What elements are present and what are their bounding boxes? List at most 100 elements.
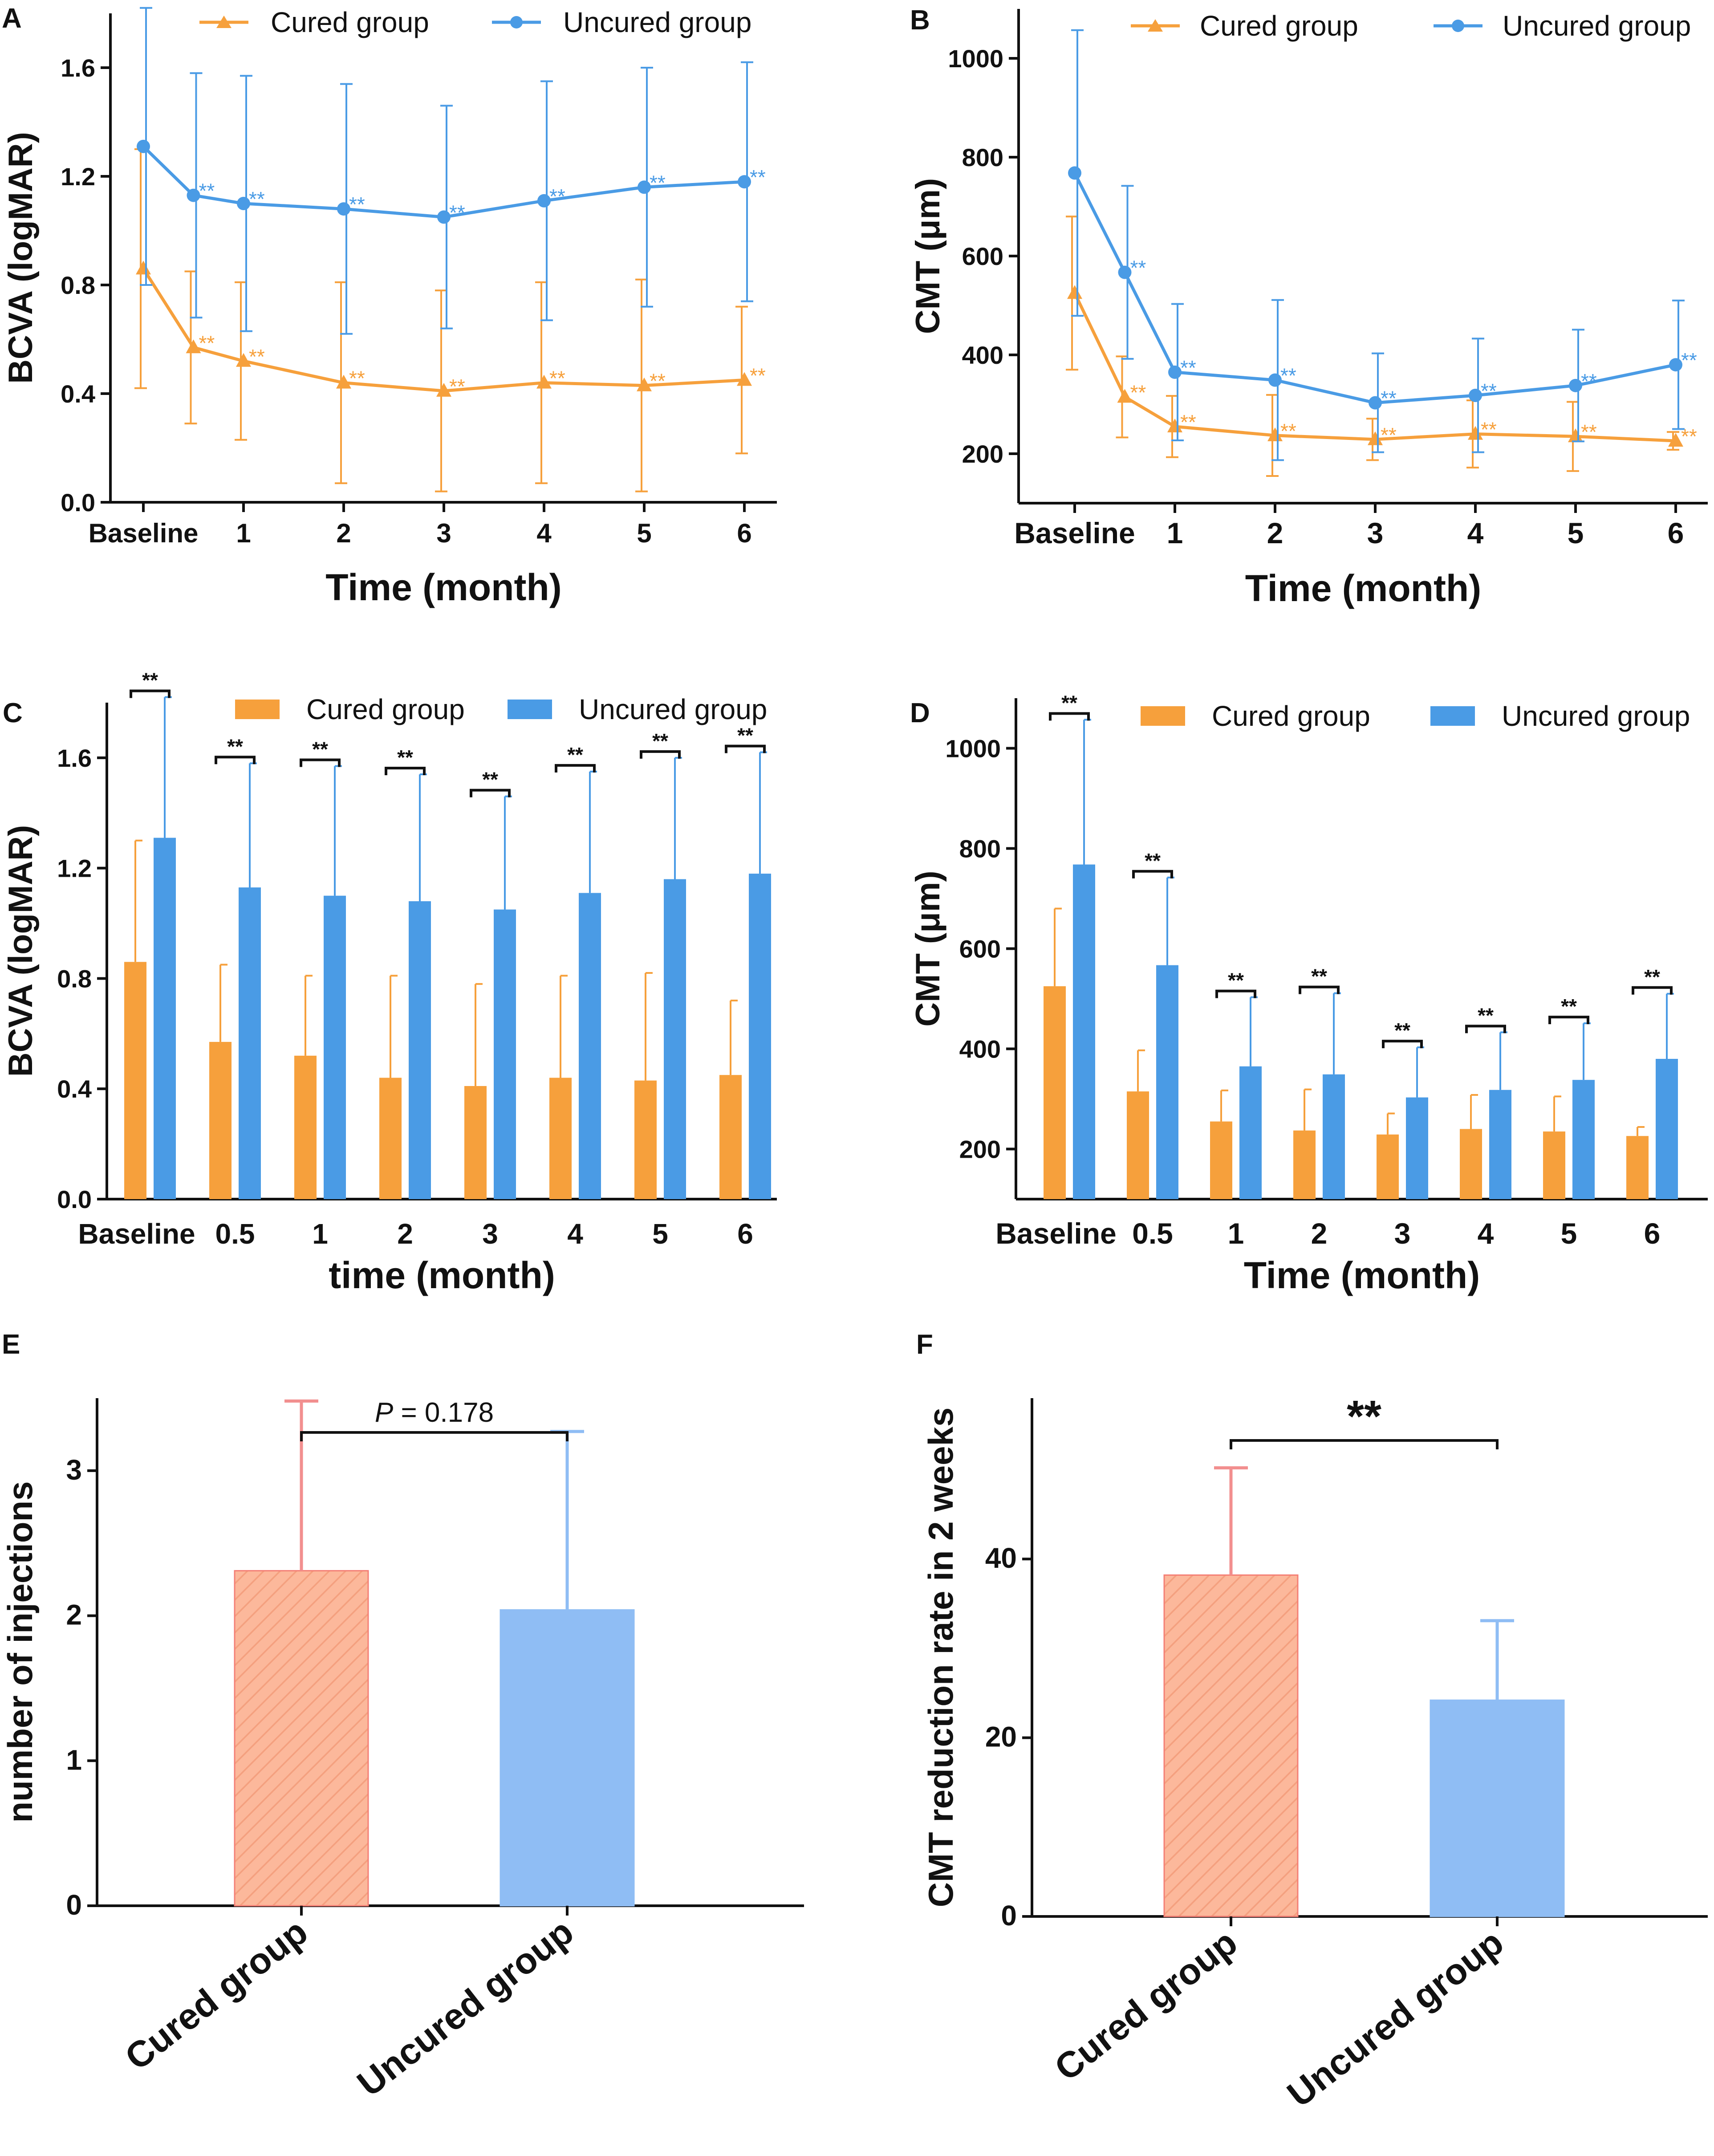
data-point-triangle <box>1568 428 1583 443</box>
x-tick-label: Uncured group <box>1280 1922 1511 2115</box>
bar <box>239 887 261 1199</box>
panel-d-cmt-bar-chart: 200 400 600 800 1000 CMT (μm) ** Baseline ** 0.5 *… <box>909 691 1708 1296</box>
x-tick-label: Baseline <box>89 518 199 548</box>
data-point-circle <box>1369 396 1382 410</box>
y-tick-label: 1.6 <box>57 744 92 772</box>
bar <box>634 1080 657 1199</box>
bar <box>324 895 346 1199</box>
significance-bracket <box>1632 986 1673 995</box>
bar <box>1543 1131 1565 1199</box>
y-tick-label: 1.2 <box>61 163 95 191</box>
panel-letter-c: C <box>3 698 23 728</box>
y-tick-label: 0.0 <box>61 488 95 517</box>
bar <box>209 1041 232 1199</box>
significance-label: ** <box>1681 349 1697 372</box>
x-tick-label: 5 <box>652 1218 668 1250</box>
bar <box>549 1078 572 1199</box>
bar <box>749 874 771 1199</box>
y-axis-title: BCVA (logMAR) <box>2 132 40 384</box>
significance-label: ** <box>1145 849 1161 872</box>
significance-label: ** <box>549 185 565 208</box>
data-point-circle <box>237 197 250 210</box>
bar <box>294 1055 317 1199</box>
significance-label: ** <box>650 171 666 194</box>
bar <box>1156 965 1178 1199</box>
y-axis-title: CMT (μm) <box>909 178 947 334</box>
y-tick-label: 0.0 <box>57 1185 92 1213</box>
bar <box>124 962 146 1199</box>
data-point-circle <box>337 202 350 216</box>
y-tick-label: 2 <box>66 1599 82 1631</box>
data-point-triangle <box>737 372 752 386</box>
x-tick-label: 3 <box>436 518 451 548</box>
significance-label: ** <box>449 201 465 224</box>
significance-bracket <box>1299 985 1340 994</box>
bar <box>1044 986 1066 1199</box>
significance-label: ** <box>549 367 565 390</box>
bar <box>579 893 601 1199</box>
significance-label: ** <box>1130 256 1146 280</box>
significance-bracket <box>470 789 511 797</box>
y-tick-label: 200 <box>959 1135 1001 1163</box>
bar <box>1163 1574 1299 1917</box>
data-point-triangle <box>236 353 251 367</box>
significance-label: ** <box>750 364 766 387</box>
y-axis-title: number of injections <box>0 1481 40 1822</box>
x-tick-label: 2 <box>1311 1217 1328 1250</box>
panel-c-bcva-bar-chart: 0.0 0.4 0.8 1.2 1.6 BCVA (logMAR) ** Baseline **… <box>2 669 777 1296</box>
significance-label: ** <box>1228 969 1244 992</box>
significance-label: ** <box>652 729 668 753</box>
significance-label: ** <box>199 331 215 354</box>
significance-label: ** <box>1311 965 1327 988</box>
bar <box>1073 864 1095 1199</box>
data-point-triangle <box>1117 389 1133 403</box>
x-tick-label: Uncured group <box>350 1911 581 2104</box>
x-tick-label: 6 <box>737 1218 753 1250</box>
data-point-triangle <box>436 382 451 397</box>
significance-label: ** <box>312 737 328 761</box>
significance-label: ** <box>1280 419 1296 443</box>
series-line <box>142 145 745 219</box>
panel-b-cmt-line-chart: 200 400 600 800 1000 CMT (μm) Baseline 1 2 3 4 5 6 Ti… <box>909 9 1708 609</box>
significance-bracket <box>1215 989 1256 998</box>
bar <box>1626 1136 1649 1199</box>
significance-bracket <box>1132 870 1173 879</box>
y-tick-label: 600 <box>959 935 1001 963</box>
x-tick-label: 3 <box>1367 517 1384 549</box>
significance-label: ** <box>227 735 243 758</box>
data-point-circle <box>1118 265 1132 279</box>
significance-label: ** <box>650 370 666 393</box>
x-tick-label: Cured group <box>118 1911 315 2078</box>
x-axis-title: time (month) <box>329 1254 555 1296</box>
comparison-bracket <box>300 1431 569 1441</box>
x-tick-label: 6 <box>1644 1217 1661 1250</box>
significance-label: ** <box>1394 1019 1410 1042</box>
x-tick-label: 1 <box>236 518 251 548</box>
x-tick-label: 0.5 <box>215 1218 255 1250</box>
data-point-circle <box>537 194 551 207</box>
bar <box>1656 1059 1678 1199</box>
bar <box>1377 1134 1399 1199</box>
bar <box>1489 1090 1511 1199</box>
legend-circle-marker <box>1452 20 1464 32</box>
significance-label: ** <box>482 768 498 791</box>
legend-label: Uncured group <box>579 693 767 725</box>
bar <box>1430 1699 1565 1917</box>
y-tick-label: 1 <box>66 1744 82 1776</box>
x-tick-label: 4 <box>567 1218 583 1250</box>
significance-label: ** <box>1581 420 1597 443</box>
series-line <box>142 268 745 393</box>
data-point-circle <box>1469 389 1482 403</box>
series-line <box>1073 292 1676 443</box>
significance-label: ** <box>349 193 365 216</box>
data-point-triangle <box>1067 285 1082 299</box>
data-point-triangle <box>186 339 201 354</box>
x-tick-label: 1 <box>1167 517 1183 549</box>
significance-bracket <box>215 756 256 765</box>
y-tick-label: 600 <box>962 242 1003 270</box>
x-tick-label: 5 <box>637 518 651 548</box>
y-tick-label: 40 <box>985 1542 1017 1574</box>
legend-swatch-box <box>508 700 552 719</box>
y-tick-label: 1000 <box>945 735 1001 763</box>
significance-bracket <box>385 767 426 776</box>
